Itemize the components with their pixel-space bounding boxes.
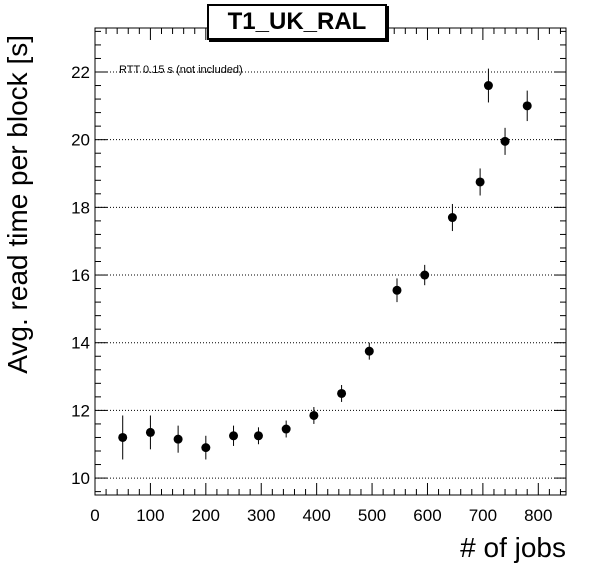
x-tick-label: 200: [192, 506, 220, 525]
data-point-6: [281, 424, 291, 434]
y-tick-label: 12: [71, 401, 90, 420]
y-tick-label: 16: [71, 266, 90, 285]
x-tick-label: 400: [302, 506, 330, 525]
data-point-13: [475, 177, 485, 187]
data-point-12: [447, 213, 457, 223]
data-point-14: [483, 81, 493, 91]
x-tick-label: 800: [524, 506, 552, 525]
data-point-15: [500, 136, 510, 146]
y-tick-label: 18: [71, 198, 90, 217]
data-point-11: [420, 270, 430, 280]
plot-frame: [94, 27, 567, 496]
tick-labels: 10 12 14 16 18 20 22 0 100 200 300 400 500 600 700 800: [71, 63, 552, 525]
x-tick-label: 100: [136, 506, 164, 525]
x-tick-label: 300: [247, 506, 275, 525]
x-tick-label: 700: [469, 506, 497, 525]
data-point-2: [173, 434, 183, 444]
x-tick-label: 0: [90, 506, 99, 525]
chart-title: T1_UK_RAL: [227, 8, 367, 35]
data-point-0: [118, 432, 128, 442]
y-tick-label: 10: [71, 469, 90, 488]
data-point-8: [337, 388, 347, 398]
data-point-1: [145, 427, 155, 437]
y-tick-label: 22: [71, 63, 90, 82]
data-point-10: [392, 285, 402, 295]
grid-lines: [95, 71, 566, 479]
axis-ticks: [94, 28, 566, 495]
data-series: [118, 68, 532, 460]
y-axis-label: Avg. read time per block [s]: [2, 35, 33, 374]
data-point-16: [522, 101, 532, 111]
data-point-5: [253, 431, 263, 441]
x-tick-label: 600: [413, 506, 441, 525]
x-axis-label: # of jobs: [460, 532, 566, 563]
data-point-4: [229, 431, 239, 441]
x-tick-label: 500: [358, 506, 386, 525]
rtt-annotation: RTT 0.15 s (not included): [119, 64, 243, 76]
data-point-7: [309, 410, 319, 420]
y-tick-label: 14: [71, 334, 90, 353]
chart-title-box: T1_UK_RAL: [207, 4, 387, 40]
y-tick-label: 20: [71, 131, 90, 150]
data-point-9: [364, 346, 374, 356]
data-point-3: [201, 443, 211, 453]
